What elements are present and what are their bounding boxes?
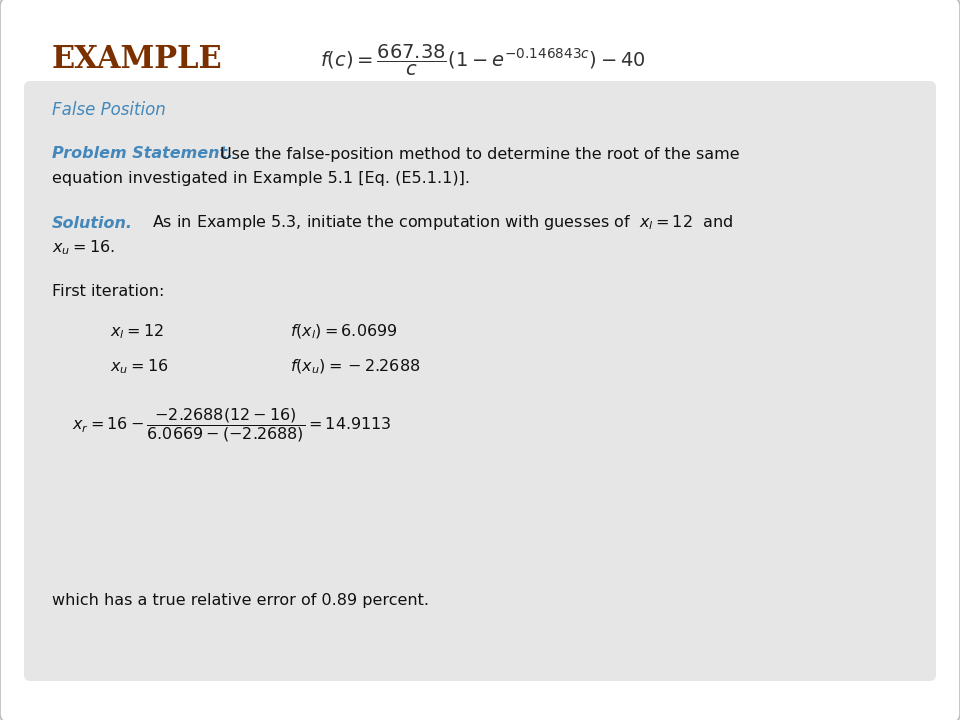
Text: $x_u = 16$: $x_u = 16$ <box>110 358 168 377</box>
Text: EXAMPLE: EXAMPLE <box>52 45 223 76</box>
Text: Problem Statement.: Problem Statement. <box>52 146 233 161</box>
Text: As in Example 5.3, initiate the computation with guesses of  $x_l = 12$  and: As in Example 5.3, initiate the computat… <box>152 214 733 233</box>
Text: $f(x_u) = -2.2688$: $f(x_u) = -2.2688$ <box>290 358 420 376</box>
Text: which has a true relative error of 0.89 percent.: which has a true relative error of 0.89 … <box>52 593 429 608</box>
Text: First iteration:: First iteration: <box>52 284 164 300</box>
Text: $f(c) = \dfrac{667.38}{c}\left(1 - e^{-0.146843c}\right) - 40$: $f(c) = \dfrac{667.38}{c}\left(1 - e^{-0… <box>320 42 646 78</box>
FancyBboxPatch shape <box>24 81 936 681</box>
Text: $x_l = 12$: $x_l = 12$ <box>110 323 164 341</box>
Text: Use the false-position method to determine the root of the same: Use the false-position method to determi… <box>220 146 739 161</box>
Text: equation investigated in Example 5.1 [Eq. (E5.1.1)].: equation investigated in Example 5.1 [Eq… <box>52 171 470 186</box>
Text: False Position: False Position <box>52 101 166 119</box>
Text: Solution.: Solution. <box>52 215 133 230</box>
Text: $x_u = 16$.: $x_u = 16$. <box>52 238 115 257</box>
Text: $x_r = 16 - \dfrac{-2.2688(12 - 16)}{6.0669 - (-2.2688)} = 14.9113$: $x_r = 16 - \dfrac{-2.2688(12 - 16)}{6.0… <box>72 406 392 444</box>
Text: $f(x_l) = 6.0699$: $f(x_l) = 6.0699$ <box>290 323 397 341</box>
